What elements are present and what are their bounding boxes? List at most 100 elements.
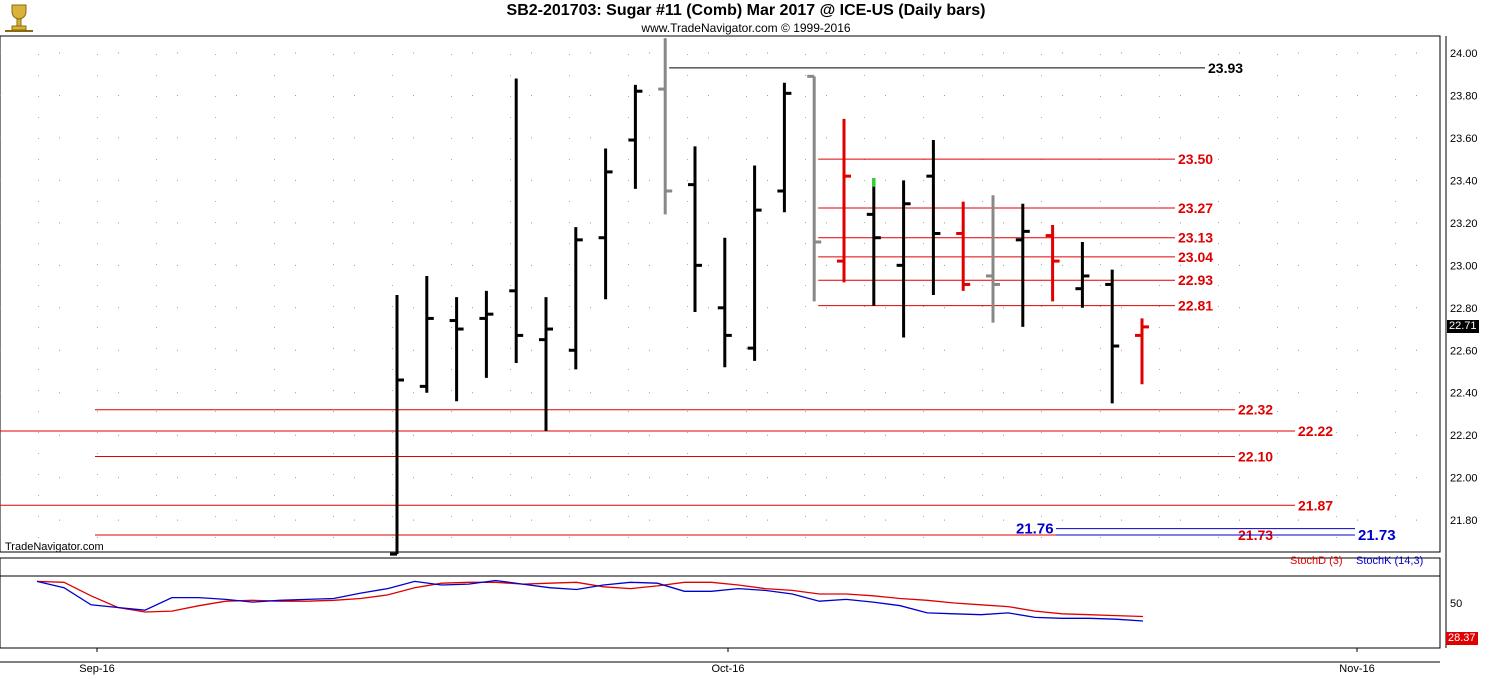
grid-dot xyxy=(569,495,570,496)
grid-dot xyxy=(215,327,216,328)
grid-dot xyxy=(1100,306,1101,307)
grid-dot xyxy=(569,516,570,517)
grid-dot xyxy=(982,537,983,538)
grid-dot xyxy=(392,369,393,370)
grid-dot xyxy=(569,306,570,307)
grid-dot xyxy=(864,474,865,475)
grid-dot xyxy=(38,474,39,475)
grid-dot xyxy=(569,432,570,433)
grid-dot xyxy=(1395,474,1396,475)
grid-dot xyxy=(923,432,924,433)
stoch-last-tag: 28.37 xyxy=(1446,632,1478,645)
grid-dot xyxy=(274,411,275,412)
level-label: 23.50 xyxy=(1178,151,1213,167)
grid-dot xyxy=(333,474,334,475)
grid-dot xyxy=(1100,369,1101,370)
grid-dot xyxy=(805,411,806,412)
grid-dot xyxy=(1100,432,1101,433)
grid-dot xyxy=(1159,75,1160,76)
level-label: 23.93 xyxy=(1208,60,1243,76)
grid-dot xyxy=(1277,180,1278,181)
grid-dot xyxy=(628,390,629,391)
grid-dot xyxy=(38,516,39,517)
grid-dot xyxy=(156,96,157,97)
grid-dot xyxy=(215,222,216,223)
grid-dot xyxy=(1218,327,1219,328)
grid-dot xyxy=(451,285,452,286)
grid-dot xyxy=(628,537,629,538)
grid-dot xyxy=(746,369,747,370)
grid-dot xyxy=(451,390,452,391)
grid-dot xyxy=(1100,348,1101,349)
grid-dot xyxy=(746,432,747,433)
x-tick-label: Oct-16 xyxy=(711,663,744,675)
grid-dot xyxy=(156,453,157,454)
y-tick-label: 22.20 xyxy=(1450,430,1478,442)
grid-dot xyxy=(569,327,570,328)
grid-dot xyxy=(1159,369,1160,370)
level-label: 23.13 xyxy=(1178,230,1213,246)
grid-dot xyxy=(510,516,511,517)
grid-dot xyxy=(864,369,865,370)
grid-dot xyxy=(923,537,924,538)
grid-dot xyxy=(746,285,747,286)
y-tick-label: 21.80 xyxy=(1450,515,1478,527)
grid-dot xyxy=(215,285,216,286)
oscillator-panel-frame xyxy=(0,557,1441,649)
grid-dot xyxy=(864,348,865,349)
grid-dot xyxy=(156,411,157,412)
grid-dot xyxy=(1041,285,1042,286)
grid-dot xyxy=(215,369,216,370)
grid-dot xyxy=(274,159,275,160)
grid-dot xyxy=(1100,537,1101,538)
grid-dot xyxy=(1218,201,1219,202)
grid-dot xyxy=(1277,327,1278,328)
grid-dot xyxy=(274,138,275,139)
grid-dot xyxy=(1336,54,1337,55)
grid-dot xyxy=(628,306,629,307)
grid-dot xyxy=(923,453,924,454)
grid-dot xyxy=(1218,159,1219,160)
grid-dot xyxy=(628,411,629,412)
grid-dot xyxy=(392,201,393,202)
grid-dot xyxy=(38,138,39,139)
grid-dot xyxy=(628,369,629,370)
grid-dot xyxy=(97,75,98,76)
grid-dot xyxy=(628,495,629,496)
price-panel-frame xyxy=(0,35,1441,553)
grid-dot xyxy=(274,54,275,55)
grid-dot xyxy=(1336,432,1337,433)
grid-dot xyxy=(510,285,511,286)
grid-dot xyxy=(687,516,688,517)
grid-dot xyxy=(451,264,452,265)
grid-dot xyxy=(1395,516,1396,517)
grid-dot xyxy=(510,411,511,412)
grid-dot xyxy=(274,516,275,517)
grid-dot xyxy=(864,516,865,517)
grid-dot xyxy=(274,201,275,202)
grid-dot xyxy=(982,54,983,55)
grid-dot xyxy=(392,516,393,517)
grid-dot xyxy=(274,180,275,181)
grid-dot xyxy=(451,369,452,370)
stoch-line-k xyxy=(36,579,1144,622)
grid-dot xyxy=(333,495,334,496)
grid-dot xyxy=(1159,432,1160,433)
grid-dot xyxy=(687,432,688,433)
grid-dot xyxy=(333,453,334,454)
grid-dot xyxy=(982,369,983,370)
grid-dot xyxy=(1395,159,1396,160)
grid-dot xyxy=(215,474,216,475)
grid-dot xyxy=(687,495,688,496)
grid-dot xyxy=(1159,495,1160,496)
grid-dot xyxy=(805,159,806,160)
grid-dot xyxy=(156,75,157,76)
grid-dot xyxy=(746,54,747,55)
grid-dot xyxy=(510,54,511,55)
grid-dot xyxy=(333,411,334,412)
grid-dot xyxy=(156,243,157,244)
grid-dot xyxy=(746,75,747,76)
grid-dot xyxy=(274,390,275,391)
grid-dot xyxy=(510,180,511,181)
